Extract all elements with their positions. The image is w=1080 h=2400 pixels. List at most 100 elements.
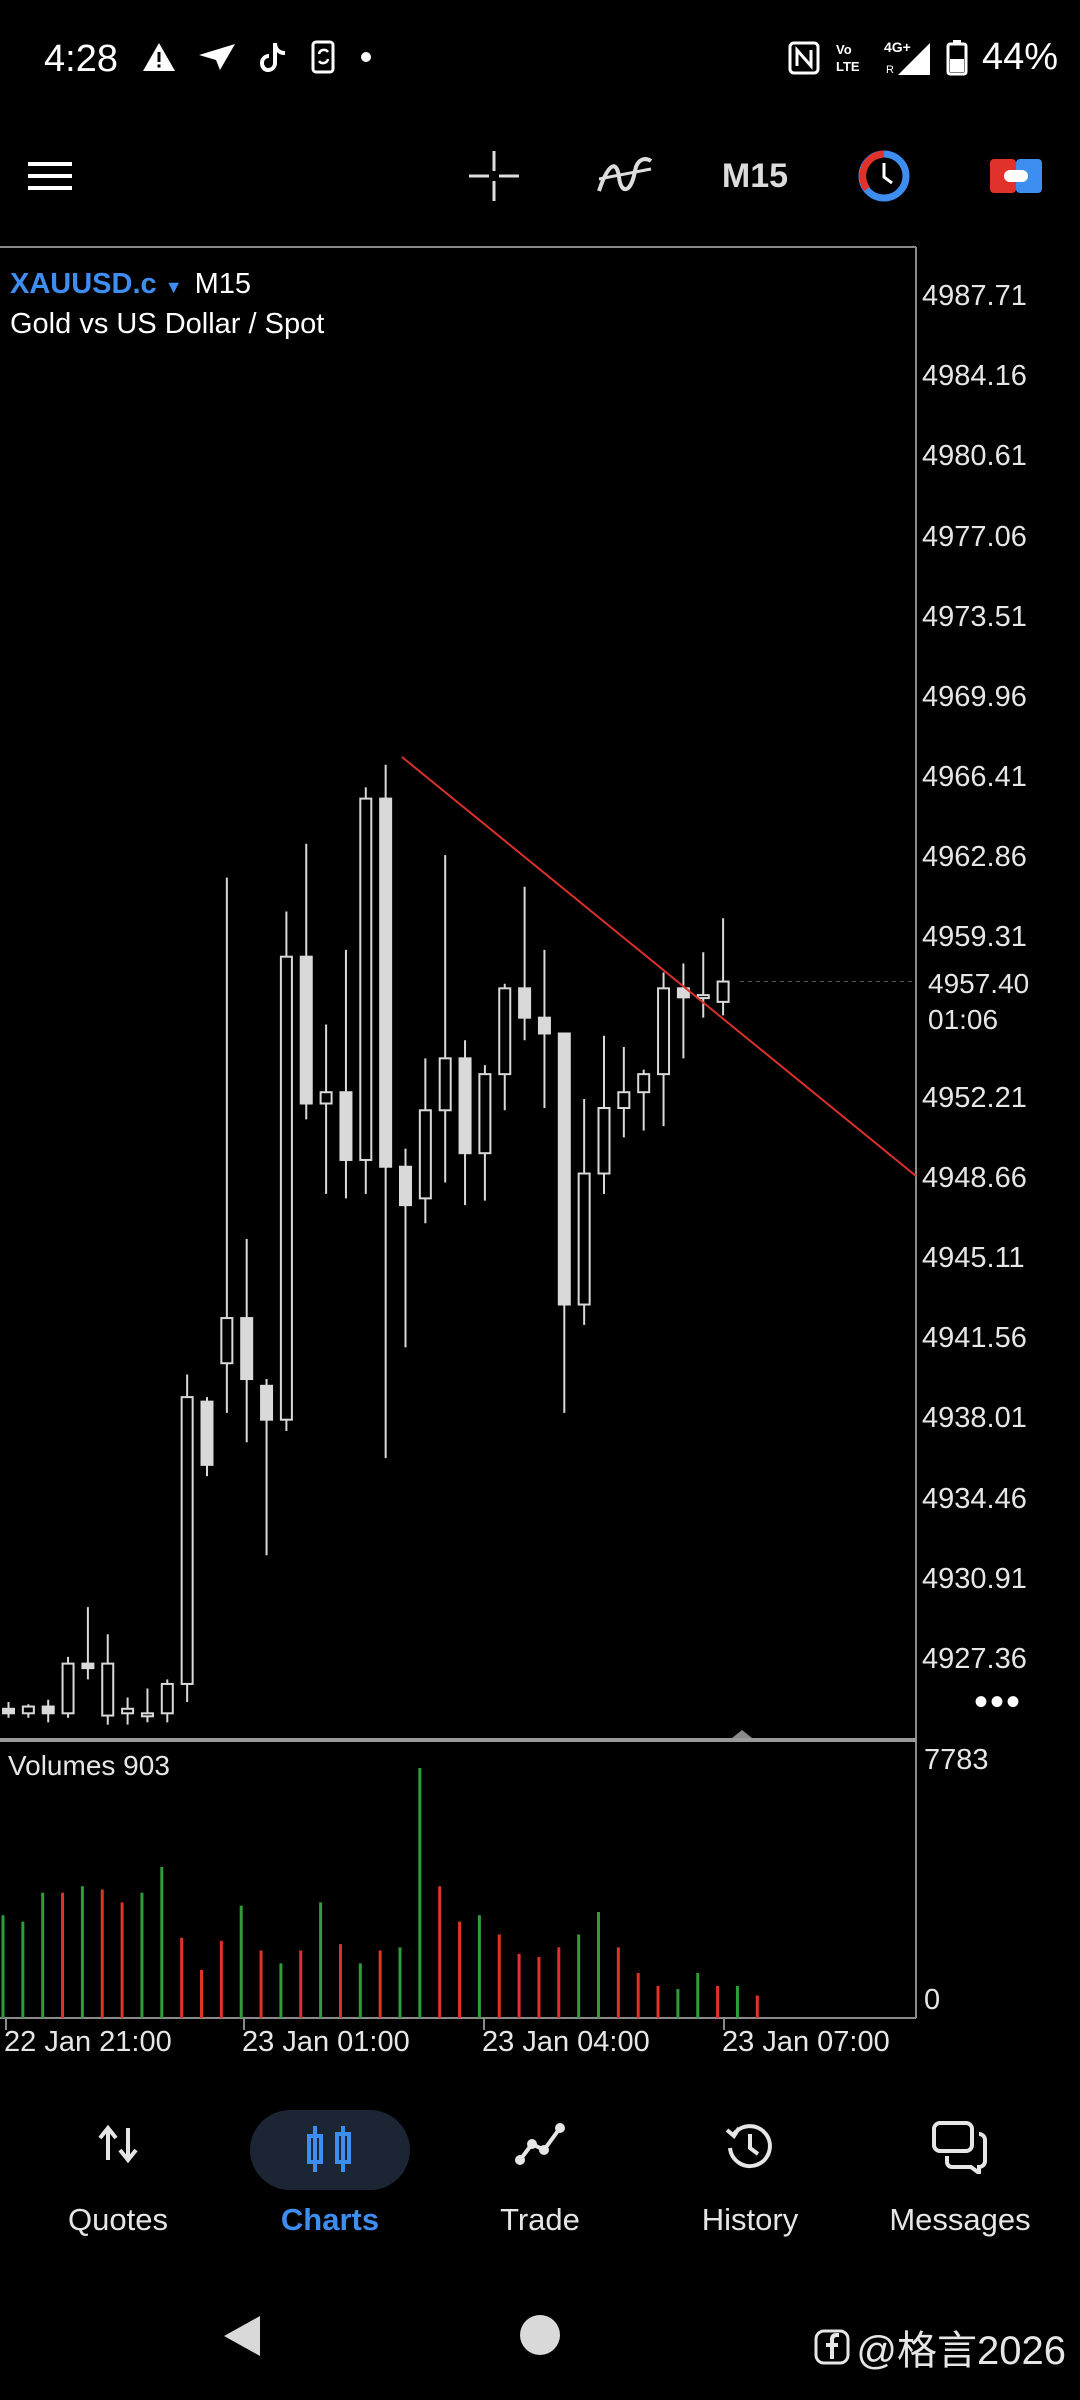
time-axis-label: 23 Jan 01:00 bbox=[242, 2026, 410, 2058]
price-axis-label: 4938.01 bbox=[922, 1402, 1027, 1435]
nav-charts[interactable]: Charts bbox=[230, 2090, 430, 2260]
timeframe-button[interactable]: M15 bbox=[721, 156, 789, 195]
nav-trade[interactable]: Trade bbox=[440, 2090, 640, 2260]
nav-trade-label: Trade bbox=[500, 2202, 580, 2237]
candle-body bbox=[637, 1073, 651, 1094]
current-price-label: 4957.40 01:06 bbox=[928, 966, 1029, 1038]
volume-min-label: 0 bbox=[924, 1984, 941, 2016]
account-toggle-icon bbox=[990, 159, 1042, 193]
chart-area[interactable] bbox=[0, 245, 1080, 2065]
candle-body bbox=[101, 1662, 115, 1717]
trade-icon bbox=[515, 2123, 565, 2165]
nav-quotes[interactable]: Quotes bbox=[18, 2090, 218, 2260]
candle-body bbox=[180, 1396, 194, 1685]
nav-messages-label: Messages bbox=[889, 2202, 1031, 2237]
watermark: @格言2026 bbox=[814, 2318, 1066, 2376]
system-navigation-bar bbox=[0, 2290, 1080, 2390]
clock-button[interactable] bbox=[852, 124, 916, 228]
candle-body bbox=[657, 987, 671, 1076]
candle-body bbox=[537, 1016, 551, 1035]
candle-body bbox=[339, 1091, 353, 1161]
price-chart[interactable] bbox=[0, 245, 1080, 2065]
price-axis-label: 4987.71 bbox=[922, 280, 1027, 312]
price-axis-label: 4952.21 bbox=[922, 1081, 1027, 1114]
price-axis-label: 4959.31 bbox=[922, 921, 1027, 954]
indicators-button[interactable] bbox=[590, 124, 660, 228]
price-axis-label: 4930.91 bbox=[922, 1562, 1027, 1595]
symbol-dropdown-icon[interactable]: ▼ bbox=[164, 277, 183, 297]
battery-icon bbox=[946, 39, 968, 75]
tiktok-icon bbox=[260, 43, 285, 72]
candle-body bbox=[140, 1712, 154, 1718]
svg-text:4G+: 4G+ bbox=[884, 39, 911, 55]
messages-icon bbox=[932, 2121, 987, 2174]
quotes-icon bbox=[98, 2124, 138, 2164]
trendline bbox=[401, 756, 917, 1177]
candle-body bbox=[617, 1091, 631, 1110]
nav-messages[interactable]: Messages bbox=[860, 2090, 1060, 2260]
bottom-nav: Quotes Charts Trade History Messages bbox=[0, 2090, 1080, 2260]
menu-icon bbox=[28, 162, 72, 190]
phone-sync-icon bbox=[311, 40, 335, 74]
clock-icon bbox=[858, 150, 910, 202]
symbol-timeframe: M15 bbox=[194, 268, 252, 300]
time-axis-label: 22 Jan 21:00 bbox=[4, 2026, 172, 2058]
price-axis-label: 4984.16 bbox=[922, 360, 1027, 393]
price-axis-label: 4945.11 bbox=[922, 1242, 1025, 1275]
home-icon[interactable] bbox=[517, 2312, 563, 2358]
symbol-description: Gold vs US Dollar / Spot bbox=[10, 308, 325, 340]
candle-body bbox=[240, 1317, 254, 1381]
candle-body bbox=[379, 797, 393, 1168]
candle-body bbox=[498, 987, 512, 1076]
svg-text:Vo: Vo bbox=[836, 42, 852, 57]
chart-toolbar: M15 bbox=[0, 124, 1080, 228]
candle-body bbox=[279, 955, 293, 1421]
candle-body bbox=[438, 1057, 452, 1112]
candle-body bbox=[61, 1662, 75, 1715]
price-axis-label: 4973.51 bbox=[922, 600, 1027, 633]
candle-body bbox=[577, 1172, 591, 1306]
svg-text:LTE: LTE bbox=[836, 59, 860, 74]
menu-button[interactable] bbox=[16, 124, 84, 228]
history-icon bbox=[725, 2124, 772, 2169]
nav-active-indicator bbox=[250, 2110, 410, 2190]
nav-history-label: History bbox=[701, 2202, 799, 2237]
candle-body bbox=[299, 955, 313, 1105]
volume-max-label: 7783 bbox=[924, 1744, 989, 1776]
current-price: 4957.40 bbox=[928, 968, 1030, 999]
candle-body bbox=[21, 1705, 35, 1715]
nav-charts-label: Charts bbox=[280, 2202, 380, 2237]
indicators-icon bbox=[597, 157, 653, 192]
status-bar: 4:28 Vo LTE 4G+ R 44% bbox=[0, 0, 1080, 124]
candle-body bbox=[418, 1109, 432, 1200]
crosshair-icon bbox=[469, 151, 519, 201]
charts-icon bbox=[307, 2126, 351, 2172]
candle-body bbox=[716, 980, 730, 1003]
svg-text:R: R bbox=[886, 64, 894, 76]
nav-history[interactable]: History bbox=[650, 2090, 850, 2260]
candle-body bbox=[399, 1165, 412, 1207]
candle-body bbox=[160, 1682, 174, 1715]
price-axis-label: 4980.61 bbox=[922, 440, 1027, 473]
candle-body bbox=[2, 1707, 15, 1715]
send-icon bbox=[199, 44, 235, 70]
nav-quotes-label: Quotes bbox=[68, 2202, 168, 2237]
candle-body bbox=[260, 1384, 274, 1421]
symbol-name[interactable]: XAUUSD.c bbox=[10, 268, 157, 300]
battery-percent: 44% bbox=[981, 36, 1058, 78]
more-options-button[interactable]: ••• bbox=[974, 1680, 1023, 1724]
symbol-header[interactable]: XAUUSD.c ▼ M15 bbox=[10, 268, 251, 301]
candle-body bbox=[359, 797, 373, 1161]
back-icon[interactable] bbox=[220, 2312, 264, 2360]
account-toggle-button[interactable] bbox=[984, 124, 1048, 228]
price-axis-label: 4941.56 bbox=[922, 1322, 1027, 1355]
status-icons-left bbox=[142, 40, 372, 74]
price-axis-label: 4977.06 bbox=[922, 520, 1027, 553]
watermark-text: @格言2026 bbox=[856, 2329, 1066, 2373]
time-axis-label: 23 Jan 07:00 bbox=[722, 2026, 890, 2058]
candle-countdown: 01:06 bbox=[928, 1004, 999, 1035]
price-axis-label: 4969.96 bbox=[922, 680, 1027, 713]
volumes-label: Volumes 903 bbox=[8, 1750, 170, 1781]
candle-body bbox=[200, 1400, 214, 1466]
crosshair-button[interactable] bbox=[462, 124, 526, 228]
